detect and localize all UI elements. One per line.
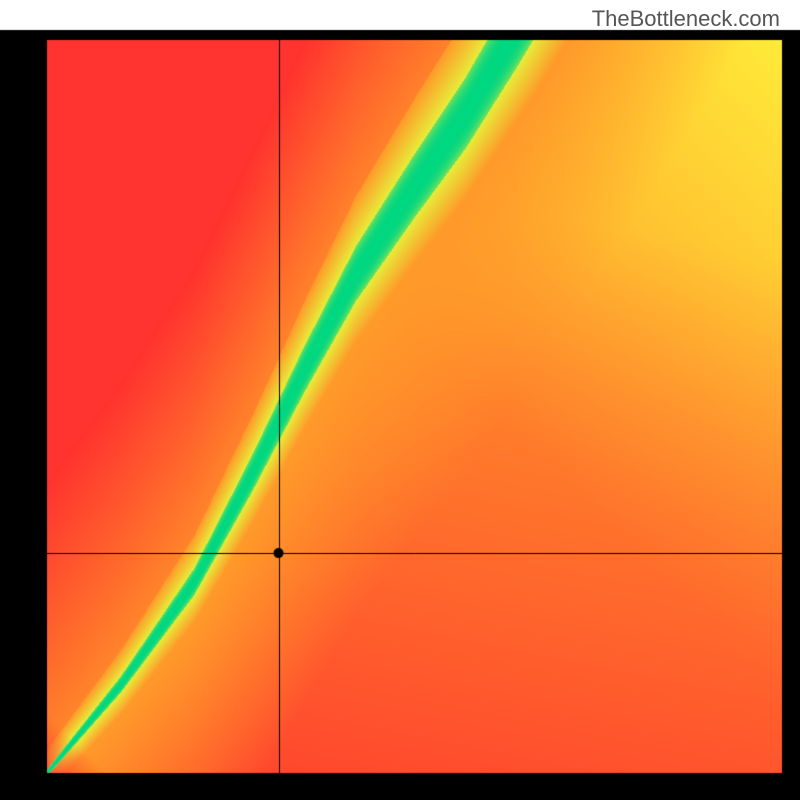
chart-container: TheBottleneck.com (0, 0, 800, 800)
heatmap-canvas (0, 0, 800, 800)
watermark-label: TheBottleneck.com (592, 6, 780, 32)
